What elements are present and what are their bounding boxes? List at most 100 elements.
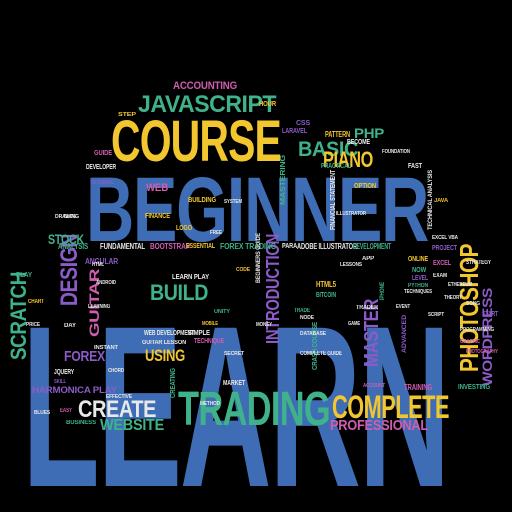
word-beginners-guide: BEGINNERS GUIDE: [256, 233, 262, 283]
word-essential: ESSENTIAL: [186, 243, 215, 250]
word-professional: PROFESSIONAL: [330, 417, 428, 434]
word-become: BECOME: [347, 139, 370, 146]
word-bitcoin: BITCOIN: [316, 292, 336, 299]
word-website: WEBSITE: [100, 417, 164, 434]
word-development: DEVELOPMENT: [353, 242, 391, 251]
word-instant: INSTANT: [94, 345, 118, 351]
word-free: FREE: [210, 230, 222, 236]
word-guide: GUIDE: [94, 150, 112, 157]
word-play: PLAY: [16, 272, 32, 279]
word-effective: EFFECTIVE: [106, 394, 132, 400]
word-market: MARKET: [223, 380, 245, 387]
word-script: SCRIPT: [428, 312, 444, 318]
word-method: METHOD: [200, 401, 220, 407]
word-course: COURSE: [111, 109, 282, 174]
word-app: APP: [362, 256, 374, 262]
word-blog: BLOG: [64, 214, 76, 220]
word-complete-guide: COMPLETE GUIDE: [300, 351, 342, 357]
word-lessons: LESSONS: [340, 262, 362, 268]
word-trading: TRADING: [178, 383, 331, 436]
word-fundamental: FUNDAMENTAL: [100, 242, 145, 251]
word-bootstrap: BOOTSTRAP: [150, 242, 190, 251]
word-adobe-illustrator: ADOBE ILLUSTRATOR: [297, 242, 357, 251]
word-easy: EASY: [60, 408, 72, 414]
word-logo: LOGO: [176, 225, 192, 232]
word-wordpress: WORDPRESS: [479, 288, 495, 386]
word-step: STEP: [118, 112, 136, 118]
word-using: USING: [145, 346, 185, 365]
word-song: SONG: [466, 301, 480, 307]
word-building: BUILDING: [188, 197, 216, 204]
word-mobile: MOBILE: [202, 321, 218, 327]
word-beginner: BEGINNER: [86, 159, 429, 261]
word-developer: DEVELOPER: [86, 164, 116, 171]
word-web: WEB: [146, 182, 168, 194]
word-account: ACCOUNT: [363, 383, 385, 389]
word-crash-course: CRASH COURSE: [312, 322, 319, 370]
word-photography: PHOTOGRAPHY: [466, 349, 498, 355]
word-online: ONLINE: [408, 256, 428, 263]
word-iphone: IPHONE: [380, 282, 386, 300]
word-practical: PRACTICAL: [321, 163, 351, 170]
word-laravel: LARAVEL: [282, 128, 307, 135]
word-drawing: DRAWING: [55, 214, 79, 220]
word-java: JAVA: [434, 198, 448, 204]
word-code: CODE: [236, 267, 250, 273]
word-technique: TECHNIQUE: [194, 338, 224, 345]
word-secret: SECRET: [224, 351, 244, 357]
word-skill: SKILL: [54, 379, 66, 385]
word-html5: HTML5: [316, 280, 336, 289]
word-start: START: [482, 311, 498, 318]
word-html: HTML: [92, 262, 104, 268]
word-chord: CHORD: [108, 368, 124, 374]
word-theory: THEORY: [444, 295, 462, 301]
word-graphic: GRAPHIC: [460, 339, 480, 345]
word-pattern: PATTERN: [325, 130, 350, 139]
word-event: EVENT: [396, 304, 410, 310]
word-illustrator: ILLUSTRATOR: [336, 211, 366, 217]
word-angular: ANGULAR: [85, 257, 118, 266]
word-tutorial: TUTORIAL: [90, 180, 114, 186]
word-guitar-lesson: GUITAR LESSON: [142, 340, 186, 346]
word-investing: INVESTING: [458, 384, 490, 391]
word-game: GAME: [348, 321, 360, 327]
word-excel: EXCEL: [433, 260, 451, 267]
word-blues: BLUES: [34, 410, 50, 416]
word-complete: COMPLETE: [332, 389, 449, 425]
word-ethereum: ETHEREUM: [448, 282, 472, 288]
word-forex: FOREX: [64, 348, 105, 365]
word-trade: TRADE: [294, 308, 310, 314]
word-basic: BASIC: [298, 138, 358, 161]
word-database: DATABASE: [300, 331, 326, 337]
word-unity: UNITY: [214, 309, 230, 315]
word-techniques: TECHNIQUES: [404, 289, 432, 295]
word-training: TRAINING: [404, 383, 432, 392]
word-exam: EXAM: [433, 273, 447, 279]
word-learn-play: LEARN PLAY: [172, 274, 209, 281]
word-create: CREATE: [78, 396, 156, 423]
word-trader: TRADER: [356, 305, 378, 311]
word-fast: FAST: [408, 163, 422, 170]
word-mastering: MASTERING: [280, 155, 287, 205]
word-forex-trading: FOREX TRADING: [220, 242, 276, 251]
word-web-development: WEB DEVELOPMENT: [144, 330, 194, 337]
word-accounting: ACCOUNTING: [173, 80, 237, 92]
word-finance: FINANCE: [145, 213, 170, 220]
word-programming: PROGRAMMING: [460, 327, 494, 333]
word-price: PRICE: [26, 322, 40, 328]
word-option: OPTION: [354, 183, 376, 190]
word-foundation: FOUNDATION: [382, 149, 410, 155]
word-financial-statement: FINANCIAL STATEMENT: [330, 170, 337, 230]
word-learning: LEARNING: [88, 304, 110, 310]
word-python: PYTHON: [408, 283, 428, 289]
word-javascript: JAVASCRIPT: [138, 91, 276, 118]
word-money: MONEY: [256, 322, 272, 328]
word-harmonica-play: HARMONICA PLAY: [32, 385, 117, 395]
word-build: BUILD: [150, 280, 208, 305]
word-piano: PIANO: [323, 147, 373, 172]
word-para: PARA: [282, 243, 297, 250]
word-level: LEVEL: [412, 275, 428, 282]
word-jquery: JQUERY: [54, 369, 74, 376]
word-android: ANDROID: [96, 280, 116, 286]
